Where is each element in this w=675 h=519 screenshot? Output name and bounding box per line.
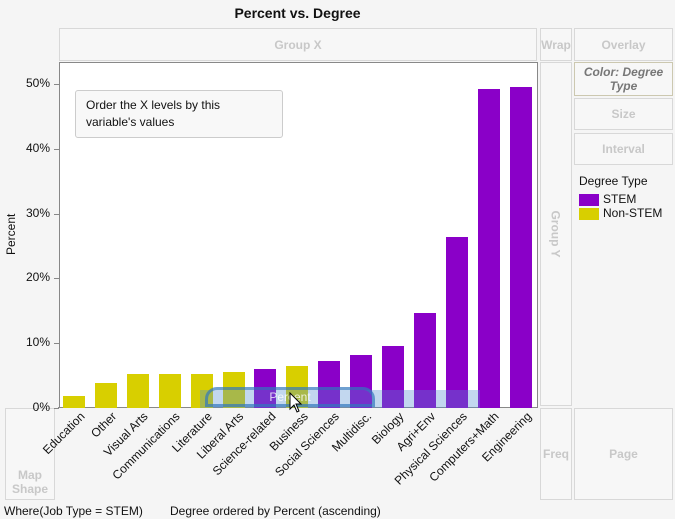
bar[interactable] [63,396,85,408]
bar[interactable] [477,88,500,408]
y-tick-mark [54,148,59,150]
y-tick-mark [54,408,59,409]
stem-swatch [579,193,599,206]
y-tick-label: 0% [32,400,50,414]
y-tick-label: 30% [25,205,50,220]
y-tick-label: 10% [25,335,50,350]
bar[interactable] [94,382,117,408]
freq-zone[interactable]: Freq [540,408,572,500]
legend-item-non-stem[interactable]: Non-STEM [579,206,662,220]
bar[interactable] [445,236,468,408]
color-zone[interactable]: Color: Degree Type [574,62,673,96]
non-stem-swatch [579,207,599,220]
y-tick-mark [54,213,59,215]
bar[interactable] [318,361,341,408]
group-y-label: Group Y [549,210,563,258]
bar[interactable] [413,312,436,408]
size-zone[interactable]: Size [574,98,673,130]
bar[interactable] [126,374,149,408]
legend-label: STEM [603,192,637,206]
map-shape-zone[interactable]: Map Shape [5,408,55,500]
group-x-zone[interactable]: Group X [59,28,537,61]
legend-label: Non-STEM [603,206,663,220]
mouse-cursor-icon [289,392,303,413]
y-tick-label: 40% [25,140,50,155]
bar[interactable] [222,372,245,408]
interval-zone[interactable]: Interval [574,133,673,165]
group-y-zone[interactable]: Group Y [540,62,572,406]
legend: Degree Type STEM Non-STEM [579,174,662,220]
drag-drop-highlight [200,390,480,408]
tooltip: Order the X levels by this variable's va… [75,90,283,138]
chart-title: Percent vs. Degree [234,5,361,21]
bar[interactable] [509,87,532,408]
wrap-zone[interactable]: Wrap [540,28,572,61]
bar[interactable] [382,346,404,408]
y-tick-mark [54,278,59,280]
y-axis-label[interactable]: Percent [4,213,18,255]
page-zone[interactable]: Page [574,408,673,500]
legend-item-stem[interactable]: STEM [579,192,662,206]
y-tick-label: 50% [25,76,50,90]
y-tick-label: 20% [25,270,50,285]
bar[interactable] [158,373,181,408]
overlay-zone[interactable]: Overlay [574,28,673,61]
x-axis-label[interactable]: Degree ordered by Percent (ascending) [170,504,381,518]
legend-title: Degree Type [579,174,648,188]
y-tick-mark [54,343,59,345]
where-clause: Where(Job Type = STEM) [4,504,143,518]
y-tick-mark [54,84,59,85]
